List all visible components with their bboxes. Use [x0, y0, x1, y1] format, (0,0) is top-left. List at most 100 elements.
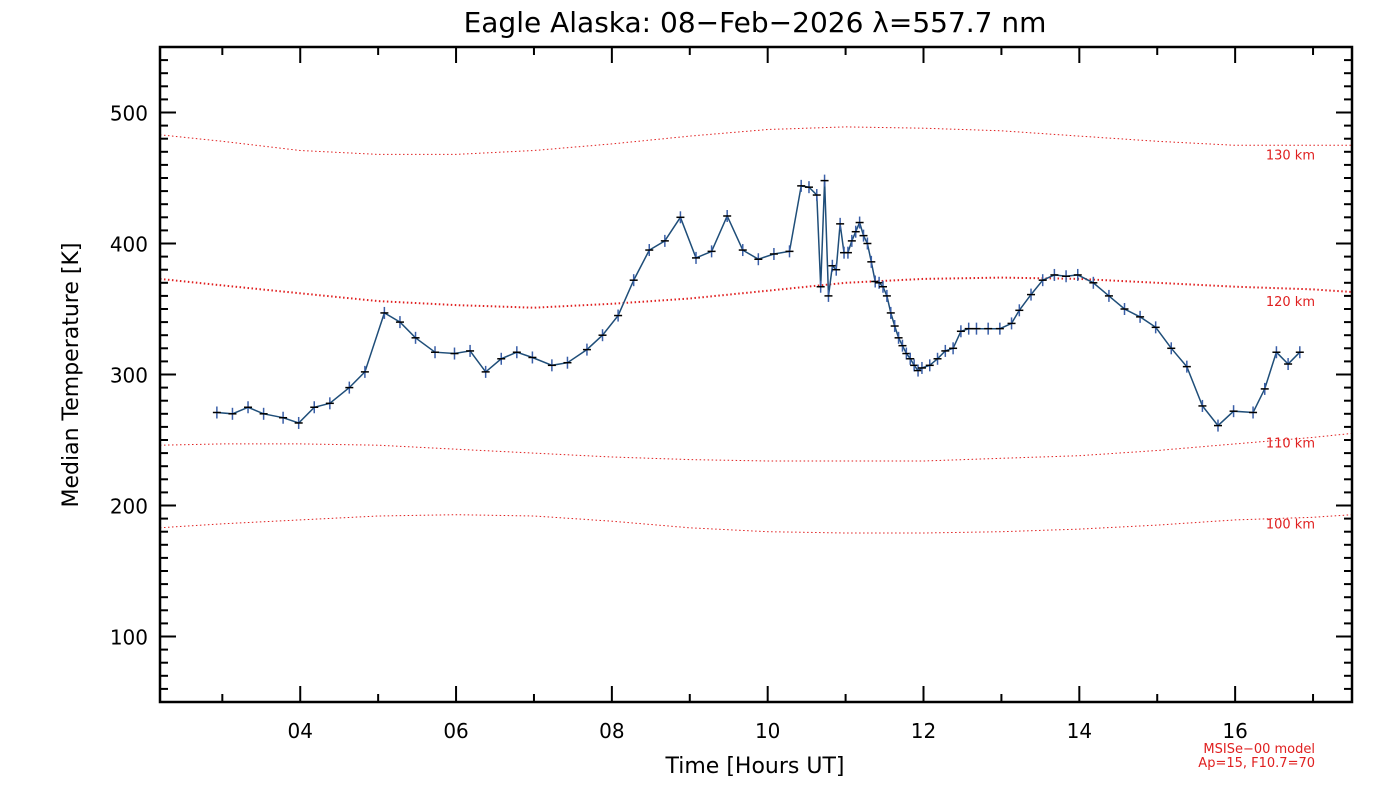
data-point	[917, 361, 926, 374]
data-point	[645, 244, 654, 257]
x-tick-label: 08	[599, 719, 624, 743]
data-point	[481, 365, 490, 378]
data-point	[1229, 405, 1238, 418]
data-point	[512, 346, 521, 359]
data-point	[843, 246, 852, 259]
data-point	[325, 397, 334, 410]
data-point	[1038, 274, 1047, 287]
y-axis-label: Median Temperature [K]	[59, 243, 84, 508]
data-point	[1167, 342, 1176, 355]
data-point	[614, 309, 623, 322]
data-point	[228, 407, 237, 420]
data-point	[692, 251, 701, 264]
data-point	[294, 416, 303, 429]
data-point	[259, 407, 268, 420]
model-curve	[159, 126, 1352, 155]
x-tick-label: 10	[755, 719, 780, 743]
data-point	[738, 244, 747, 257]
data-point	[660, 234, 669, 247]
x-tick-label: 06	[443, 719, 468, 743]
data-point	[528, 351, 537, 364]
data-point	[1213, 419, 1222, 432]
data-point	[723, 209, 732, 222]
model-curve-label: 110 km	[1266, 436, 1315, 451]
data-point	[1249, 406, 1258, 419]
model-curve	[159, 276, 1353, 309]
data-point	[547, 359, 556, 372]
data-point	[1120, 303, 1129, 315]
data-point	[820, 174, 829, 187]
model-curves: 130 km 120 km 110 km 100 km	[159, 126, 1353, 534]
data-point	[1260, 382, 1269, 395]
data-point	[816, 280, 825, 293]
data-point	[1015, 304, 1024, 317]
data-point	[882, 289, 891, 302]
data-point	[832, 263, 841, 276]
data-point	[212, 406, 221, 419]
model-curve-label: 100 km	[1266, 518, 1315, 533]
data-point	[836, 217, 845, 230]
data-point	[890, 320, 899, 333]
data-point	[380, 306, 389, 319]
data-point	[1027, 288, 1036, 301]
x-tick-label: 14	[1067, 719, 1092, 743]
data-point	[1073, 268, 1082, 281]
data-point	[279, 411, 288, 424]
data-point	[972, 322, 981, 335]
data-point	[676, 211, 685, 224]
data-point	[1136, 310, 1145, 323]
data-point	[925, 359, 934, 372]
plot-frame	[158, 45, 1354, 704]
data-point	[1284, 358, 1293, 371]
y-tick-label: 300	[110, 364, 148, 388]
data-point	[411, 331, 420, 344]
data-point	[1272, 346, 1281, 359]
x-tick-label: 16	[1222, 719, 1247, 743]
chart-title: Eagle Alaska: 08−Feb−2026 λ=557.7 nm	[464, 6, 1047, 39]
data-point	[1295, 346, 1304, 359]
data-point	[956, 325, 965, 338]
data-point	[867, 255, 876, 268]
data-point	[785, 245, 794, 258]
data-point	[910, 359, 919, 372]
data-point	[582, 343, 591, 356]
data-point	[466, 344, 475, 357]
data-point	[824, 289, 833, 302]
data-point	[859, 229, 868, 242]
data-point	[797, 179, 806, 192]
data-point	[1050, 268, 1059, 281]
data-point	[598, 329, 607, 342]
model-curve	[159, 514, 1353, 534]
data-point	[851, 225, 860, 238]
data-point	[1198, 399, 1207, 412]
data-point	[949, 342, 958, 355]
data-point	[871, 275, 880, 288]
temperature-series	[212, 174, 1304, 432]
data-point	[964, 322, 973, 335]
data-point	[855, 216, 864, 229]
data-point	[902, 347, 911, 360]
data-point	[1151, 321, 1160, 334]
data-point	[995, 322, 1004, 335]
data-point	[754, 253, 763, 266]
data-point	[310, 401, 319, 414]
model-note-line-2: Ap=15, F10.7=70	[1198, 756, 1315, 771]
model-curve	[159, 432, 1353, 462]
data-point	[914, 364, 923, 377]
data-point	[894, 331, 903, 344]
data-point	[769, 247, 778, 260]
model-curve-label: 120 km	[1266, 295, 1315, 310]
model-curve-label: 130 km	[1266, 148, 1315, 163]
data-point	[629, 274, 638, 287]
data-point	[984, 322, 993, 335]
data-point	[933, 352, 942, 365]
data-point	[244, 401, 253, 414]
data-point	[878, 280, 887, 293]
series-line	[216, 180, 1301, 427]
data-point	[431, 346, 440, 359]
data-point	[395, 316, 404, 329]
data-point	[450, 347, 459, 360]
y-tick-label: 400	[110, 233, 148, 257]
data-point	[886, 306, 895, 319]
